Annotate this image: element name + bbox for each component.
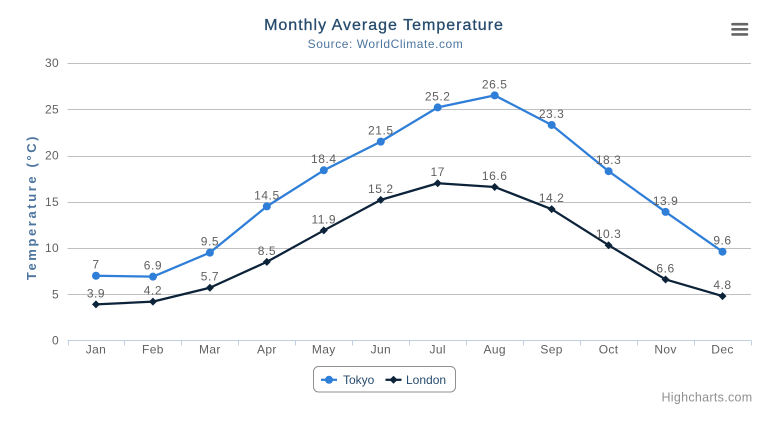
svg-text:Jan: Jan	[86, 343, 106, 357]
svg-text:21.5: 21.5	[368, 124, 394, 138]
svg-text:25.2: 25.2	[425, 89, 451, 103]
svg-text:14.5: 14.5	[254, 188, 280, 202]
svg-text:4.8: 4.8	[713, 278, 731, 292]
svg-text:9.5: 9.5	[201, 235, 219, 249]
svg-text:Apr: Apr	[257, 343, 277, 357]
svg-text:16.6: 16.6	[482, 169, 508, 183]
svg-text:18.3: 18.3	[596, 153, 622, 167]
svg-text:Feb: Feb	[142, 343, 164, 357]
svg-text:5: 5	[52, 287, 59, 301]
svg-text:Oct: Oct	[599, 343, 619, 357]
svg-text:6.6: 6.6	[656, 261, 674, 275]
svg-text:10.3: 10.3	[596, 227, 622, 241]
svg-text:4.2: 4.2	[144, 284, 162, 298]
svg-text:Tokyo: Tokyo	[343, 373, 375, 387]
svg-text:6.9: 6.9	[144, 259, 162, 273]
svg-text:23.3: 23.3	[539, 107, 565, 121]
svg-text:13.9: 13.9	[653, 194, 679, 208]
svg-text:Dec: Dec	[711, 343, 733, 357]
svg-text:Aug: Aug	[483, 343, 505, 357]
svg-text:20: 20	[45, 149, 59, 163]
svg-text:17: 17	[430, 165, 444, 179]
svg-text:Jul: Jul	[430, 343, 446, 357]
svg-text:Jun: Jun	[371, 343, 391, 357]
svg-text:Mar: Mar	[199, 343, 221, 357]
svg-text:0: 0	[52, 334, 59, 348]
svg-text:15: 15	[45, 195, 59, 209]
svg-text:14.2: 14.2	[539, 191, 565, 205]
svg-text:Temperature (°C): Temperature (°C)	[24, 134, 39, 280]
svg-text:Sep: Sep	[540, 343, 562, 357]
svg-text:7: 7	[92, 258, 99, 272]
svg-text:London: London	[406, 373, 446, 387]
svg-text:10: 10	[45, 241, 59, 255]
svg-text:Source: WorldClimate.com: Source: WorldClimate.com	[308, 37, 464, 51]
svg-text:26.5: 26.5	[482, 77, 508, 91]
svg-text:15.2: 15.2	[368, 182, 394, 196]
svg-text:May: May	[312, 343, 336, 357]
svg-text:9.6: 9.6	[713, 234, 731, 248]
svg-text:Highcharts.com: Highcharts.com	[661, 391, 752, 405]
svg-text:5.7: 5.7	[201, 270, 219, 284]
svg-text:3.9: 3.9	[87, 286, 105, 300]
svg-text:Nov: Nov	[654, 343, 676, 357]
svg-text:25: 25	[45, 103, 59, 117]
svg-text:11.9: 11.9	[311, 212, 336, 226]
svg-text:Monthly Average Temperature: Monthly Average Temperature	[264, 17, 504, 34]
svg-text:8.5: 8.5	[258, 244, 276, 258]
svg-text:30: 30	[45, 56, 59, 70]
svg-text:18.4: 18.4	[311, 152, 337, 166]
